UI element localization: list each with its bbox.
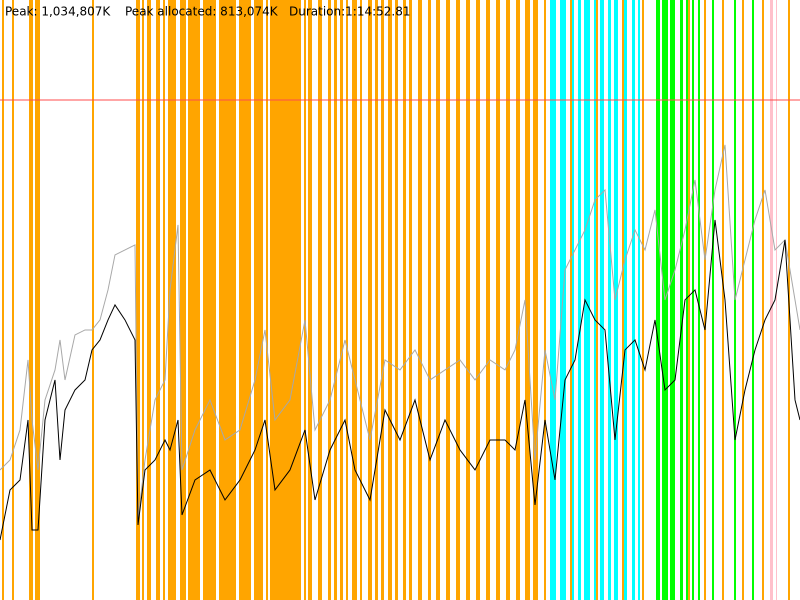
event-band [670, 0, 675, 600]
event-band [340, 0, 343, 600]
event-band [12, 0, 14, 600]
event-band [168, 0, 176, 600]
event-band [578, 0, 581, 600]
event-band [572, 0, 574, 600]
series-line [0, 219, 800, 541]
event-band [92, 0, 94, 600]
event-band [688, 0, 690, 600]
event-band [456, 0, 460, 600]
event-band [409, 0, 412, 600]
event-band [142, 0, 144, 600]
event-band [584, 0, 590, 600]
event-band [29, 0, 33, 600]
event-band [203, 0, 216, 600]
event-band [525, 0, 530, 600]
event-band [722, 0, 724, 600]
event-band [624, 0, 627, 600]
event-band [656, 0, 660, 600]
event-band [375, 0, 378, 600]
event-band [642, 0, 644, 600]
event-band [762, 0, 764, 600]
event-band [608, 0, 611, 600]
event-band [403, 0, 406, 600]
lines [0, 144, 800, 541]
event-band [770, 0, 773, 600]
peak-allocated-label: Peak allocated: 813,074K [125, 5, 279, 19]
event-band [692, 0, 694, 600]
event-band [35, 0, 40, 600]
duration-label: Duration:1:14:52.81 [289, 5, 411, 19]
event-band [446, 0, 450, 600]
event-band [156, 0, 160, 600]
event-band [776, 0, 777, 600]
event-band [680, 0, 683, 600]
event-band [136, 0, 140, 600]
event-band [698, 0, 700, 600]
event-band [436, 0, 440, 600]
event-band [418, 0, 422, 600]
event-band [594, 0, 596, 600]
event-band [304, 0, 306, 600]
event-band [516, 0, 520, 600]
event-band [188, 0, 200, 600]
event-band [219, 0, 236, 600]
event-band [622, 0, 624, 600]
event-band [638, 0, 640, 600]
event-band [544, 0, 546, 600]
event-band [388, 0, 392, 600]
event-band [632, 0, 635, 600]
event-band [2, 0, 4, 600]
event-band [466, 0, 470, 600]
event-band [533, 0, 538, 600]
series-line [0, 144, 800, 521]
event-band [752, 0, 754, 600]
event-band [381, 0, 384, 600]
event-band [147, 0, 151, 600]
event-band [570, 0, 572, 600]
event-band [476, 0, 480, 600]
header: Peak: 1,034,807K Peak allocated: 813,074… [5, 5, 411, 19]
event-band [308, 0, 312, 600]
event-band [163, 0, 165, 600]
event-band [368, 0, 372, 600]
event-band [600, 0, 604, 600]
event-band [712, 0, 714, 600]
event-band [428, 0, 431, 600]
event-band [318, 0, 322, 600]
event-band [180, 0, 186, 600]
event-band [270, 0, 301, 600]
event-band [346, 0, 348, 600]
event-band [742, 0, 744, 600]
event-band [360, 0, 362, 600]
event-band [496, 0, 500, 600]
event-band [704, 0, 706, 600]
peak-label: Peak: 1,034,807K [5, 5, 111, 19]
event-band [334, 0, 337, 600]
event-band [254, 0, 263, 600]
event-band [486, 0, 490, 600]
event-band [506, 0, 510, 600]
event-band [266, 0, 268, 600]
event-band [352, 0, 357, 600]
event-band [686, 0, 688, 600]
event-band [614, 0, 618, 600]
event-band [550, 0, 556, 600]
event-band [328, 0, 331, 600]
event-band [395, 0, 398, 600]
event-band [596, 0, 598, 600]
event-band [239, 0, 251, 600]
